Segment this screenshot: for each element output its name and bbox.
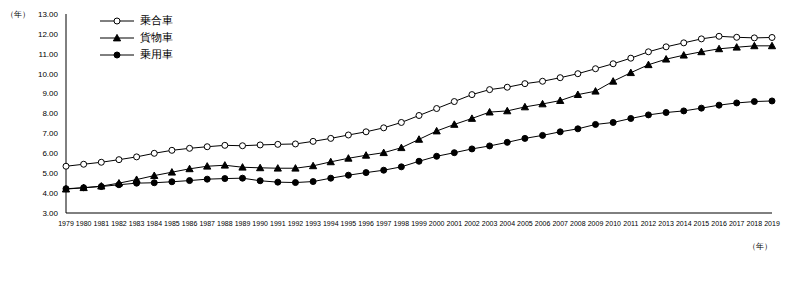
svg-text:1980: 1980	[76, 220, 92, 227]
svg-text:2010: 2010	[605, 220, 621, 227]
svg-text:4.00: 4.00	[42, 189, 58, 198]
svg-text:1995: 1995	[341, 220, 357, 227]
svg-text:2013: 2013	[658, 220, 674, 227]
html-text:乗合車: 乗合車	[140, 14, 173, 26]
svg-text:2008: 2008	[570, 220, 586, 227]
svg-text:2017: 2017	[729, 220, 745, 227]
svg-text:1981: 1981	[94, 220, 110, 227]
svg-text:2018: 2018	[747, 220, 763, 227]
svg-text:（年）: （年）	[8, 10, 30, 19]
svg-text:2001: 2001	[447, 220, 463, 227]
svg-text:1984: 1984	[146, 220, 162, 227]
svg-text:7.00: 7.00	[42, 129, 58, 138]
svg-text:1986: 1986	[182, 220, 198, 227]
svg-text:9.00: 9.00	[42, 89, 58, 98]
svg-text:12.00: 12.00	[38, 30, 59, 39]
svg-text:1994: 1994	[323, 220, 339, 227]
svg-text:1990: 1990	[252, 220, 268, 227]
svg-text:1993: 1993	[305, 220, 321, 227]
svg-text:2003: 2003	[482, 220, 498, 227]
svg-text:1983: 1983	[129, 220, 145, 227]
svg-text:2019: 2019	[764, 220, 780, 227]
svg-text:1991: 1991	[270, 220, 286, 227]
svg-text:1998: 1998	[394, 220, 410, 227]
svg-text:8.00: 8.00	[42, 109, 58, 118]
svg-text:2000: 2000	[429, 220, 445, 227]
svg-text:2006: 2006	[535, 220, 551, 227]
svg-text:2011: 2011	[623, 220, 638, 227]
svg-text:1988: 1988	[217, 220, 233, 227]
svg-text:（年）: （年）	[748, 242, 772, 251]
svg-text:1979: 1979	[58, 220, 74, 227]
svg-text:10.00: 10.00	[38, 70, 59, 79]
svg-text:1996: 1996	[358, 220, 374, 227]
svg-text:1997: 1997	[376, 220, 392, 227]
svg-text:2016: 2016	[711, 220, 727, 227]
svg-text:1982: 1982	[111, 220, 127, 227]
svg-text:1985: 1985	[164, 220, 180, 227]
svg-text:2015: 2015	[694, 220, 710, 227]
svg-text:5.00: 5.00	[42, 169, 58, 178]
svg-text:2012: 2012	[641, 220, 657, 227]
svg-text:6.00: 6.00	[42, 149, 58, 158]
html-text:貨物車: 貨物車	[140, 31, 173, 43]
svg-text:2004: 2004	[499, 220, 515, 227]
svg-text:3.00: 3.00	[42, 209, 58, 218]
html-text:乗用車: 乗用車	[140, 48, 173, 60]
svg-text:13.00: 13.00	[38, 10, 59, 19]
svg-text:2002: 2002	[464, 220, 480, 227]
svg-text:1987: 1987	[199, 220, 215, 227]
svg-text:1992: 1992	[288, 220, 304, 227]
svg-text:2007: 2007	[552, 220, 568, 227]
svg-text:2014: 2014	[676, 220, 692, 227]
svg-text:2009: 2009	[588, 220, 604, 227]
svg-text:11.00: 11.00	[39, 50, 59, 59]
svg-text:1999: 1999	[411, 220, 427, 227]
svg-text:1989: 1989	[235, 220, 251, 227]
svg-text:2005: 2005	[517, 220, 533, 227]
